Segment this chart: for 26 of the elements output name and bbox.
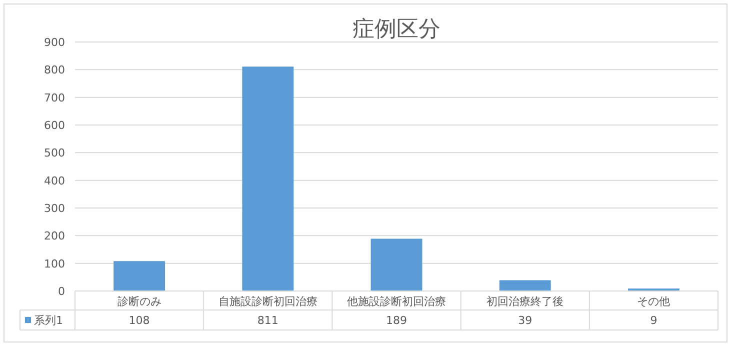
- data-label: 189: [386, 314, 407, 327]
- y-tick-label: 600: [44, 119, 65, 132]
- x-tick-label: その他: [637, 295, 670, 308]
- x-tick-label: 診断のみ: [117, 295, 162, 308]
- y-tick-label: 800: [44, 64, 65, 77]
- x-tick-label: 他施設診断初回治療: [347, 295, 446, 308]
- bar: [370, 238, 422, 291]
- data-label: 9: [650, 314, 658, 327]
- y-tick-label: 0: [58, 285, 65, 298]
- y-tick-label: 200: [44, 230, 65, 243]
- x-tick-label: 自施設診断初回治療: [218, 295, 318, 308]
- y-tick-label: 100: [44, 257, 65, 270]
- y-tick-label: 500: [44, 146, 65, 160]
- y-tick-label: 300: [44, 202, 65, 215]
- data-label: 39: [518, 314, 532, 327]
- y-tick-label: 900: [44, 36, 65, 49]
- bar: [114, 261, 166, 291]
- x-tick-label: 初回治療終了後: [486, 295, 564, 308]
- y-tick-label: 700: [44, 91, 65, 104]
- data-label: 811: [257, 314, 278, 327]
- legend-label: 系列1: [34, 314, 63, 327]
- chart-title: 症例区分: [352, 17, 440, 42]
- bar: [242, 66, 294, 291]
- data-label: 108: [128, 314, 150, 327]
- bar: [499, 280, 551, 291]
- y-tick-label: 400: [44, 174, 65, 188]
